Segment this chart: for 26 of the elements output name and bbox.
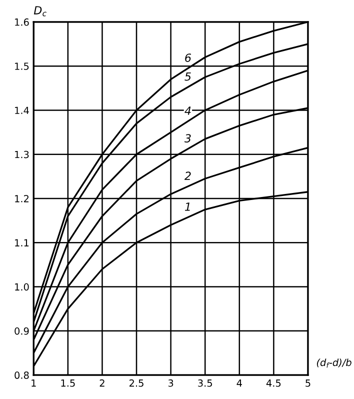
x-axis-title: (d$_{f}$-d)/b: [316, 358, 352, 368]
y-tick-label: 1.2: [15, 194, 28, 202]
series-label: 1: [184, 202, 190, 211]
x-tick-label: 4: [236, 380, 242, 387]
y-tick-label: 0.9: [14, 327, 29, 335]
series-label: 3: [184, 134, 191, 143]
y-tick-label: 1.4: [15, 106, 29, 114]
x-tick-label: 1.5: [61, 380, 75, 387]
x-tick-label: 3: [168, 379, 174, 387]
x-tick-label: 2.5: [129, 379, 144, 387]
series-label: 6: [185, 54, 191, 62]
y-tick-label: 1.6: [15, 18, 29, 26]
x-tick-label: 5: [306, 380, 310, 387]
series-label: 5: [184, 72, 191, 81]
series-label: 4: [184, 106, 191, 115]
y-tick-label: 1.3: [15, 150, 29, 158]
y-tick-label: 0.8: [14, 372, 29, 379]
x-tick-label: 3.5: [198, 379, 212, 387]
y-tick-label: 1.0: [15, 283, 29, 291]
x-tick-label: 2: [100, 379, 104, 387]
y-tick-label: 1.5: [15, 62, 29, 70]
x-tick-label: 1: [32, 380, 36, 387]
series-label: 2: [184, 172, 191, 180]
y-axis-title: D$_{c}$: [34, 6, 46, 16]
x-tick-label: 4.5: [266, 380, 281, 387]
y-tick-label: 1.1: [15, 239, 29, 246]
